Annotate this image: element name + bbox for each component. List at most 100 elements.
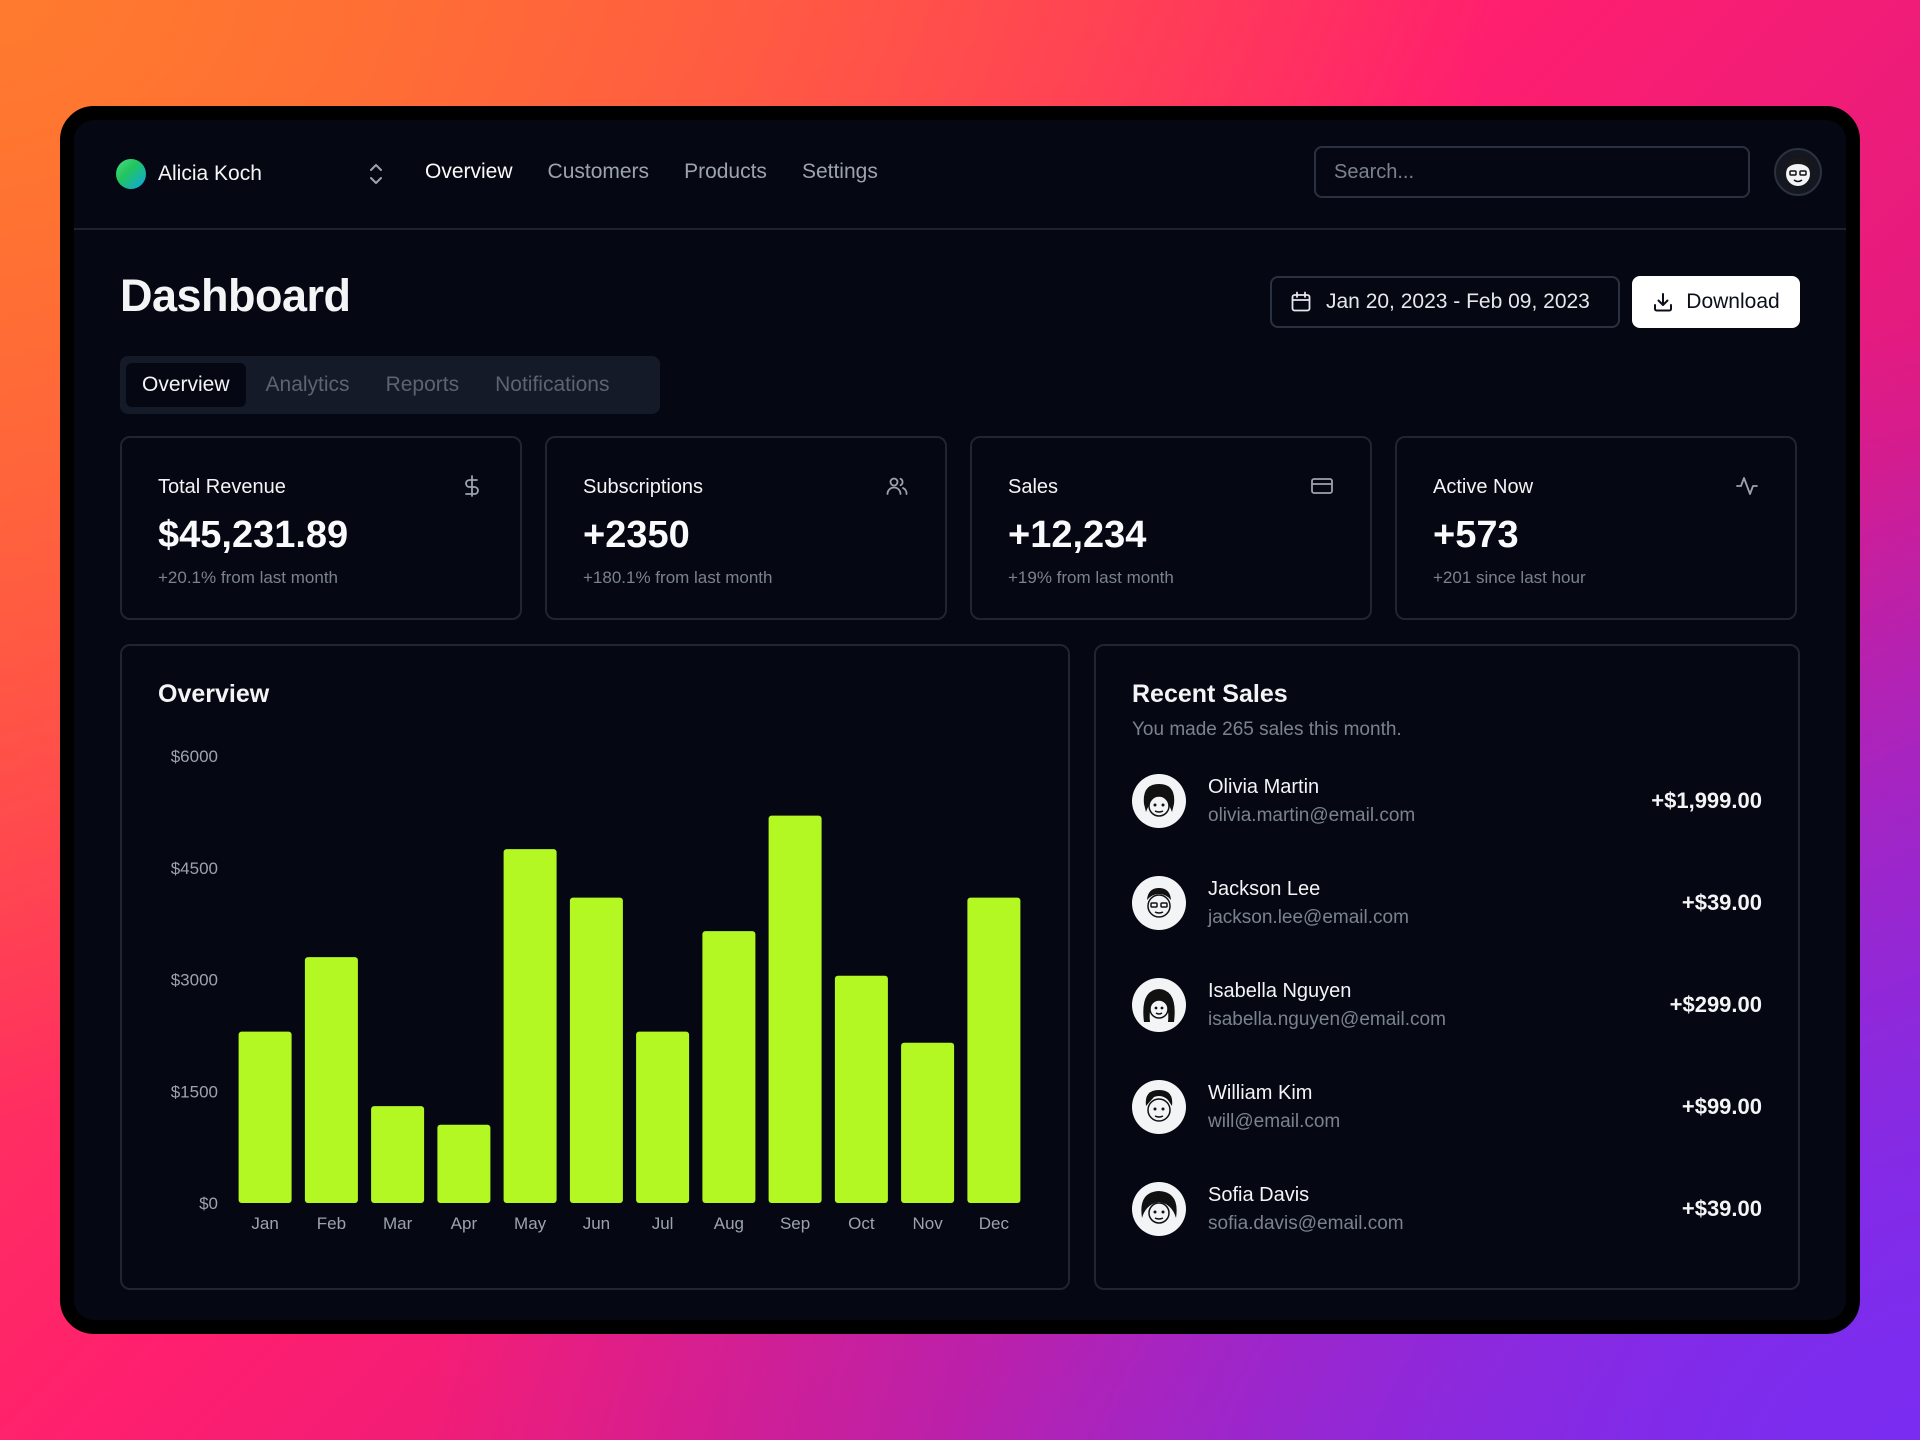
x-tick-label: Aug [714,1214,744,1233]
y-tick-label: $4500 [171,859,218,878]
bar-dec[interactable] [967,897,1021,1203]
user-avatar[interactable] [1774,148,1822,196]
sale-info: Isabella Nguyen isabella.nguyen@email.co… [1208,980,1670,1031]
recent-sales-title: Recent Sales [1132,680,1288,708]
customer-avatar [1132,1182,1186,1236]
customer-email: olivia.martin@email.com [1208,804,1416,826]
stat-value: +573 [1433,514,1519,556]
bar-apr[interactable] [437,1124,491,1203]
customer-name: Jackson Lee [1208,877,1321,900]
avatar-face-icon [1145,1090,1173,1122]
x-tick-label: Jan [251,1214,278,1233]
sale-amount: +$1,999.00 [1651,788,1762,813]
bar-sep[interactable] [768,815,822,1203]
nav-link-customers[interactable]: Customers [547,160,650,183]
stat-change: +20.1% from last month [158,568,339,587]
sale-amount: +$39.00 [1681,1196,1762,1221]
avatar-face-icon [1143,989,1175,1022]
x-tick-label: Mar [383,1214,413,1233]
y-tick-label: $0 [199,1194,218,1213]
user-face-icon [1786,158,1810,186]
customer-email: jackson.lee@email.com [1208,906,1409,928]
overview-panel: Overview $0 $1500 $3000 $4500 $6000 Jan Feb Mar… [120,644,1070,1290]
sale-amount: +$99.00 [1681,1094,1762,1119]
stat-change: +19% from last month [1008,568,1174,587]
date-range-label: Jan 20, 2023 - Feb 09, 2023 [1326,290,1590,313]
bar-oct[interactable] [834,975,888,1203]
avatar-face-icon [1147,888,1171,918]
stat-change: +201 since last hour [1433,568,1586,587]
bar-aug[interactable] [702,931,756,1203]
recent-sales-panel: Recent Sales You made 265 sales this mon… [1094,644,1800,1290]
sale-info: Sofia Davis sofia.davis@email.com [1208,1184,1682,1235]
team-name: Alicia Koch [158,162,262,185]
tab-notifications[interactable]: Notifications [495,373,610,396]
x-tick-label: Oct [848,1214,875,1233]
stat-card-sales: Sales +12,234 +19% from last month [970,436,1372,620]
download-label: Download [1686,290,1780,313]
bar-jul[interactable] [636,1031,690,1203]
avatar-face-icon [1141,1191,1177,1224]
overview-title: Overview [158,680,270,708]
x-tick-label: Jun [583,1214,610,1233]
stat-title: Total Revenue [158,476,286,498]
x-tick-label: Dec [979,1214,1010,1233]
nav-link-settings[interactable]: Settings [801,160,878,183]
bar-jan[interactable] [238,1031,292,1203]
chevrons-up-down-icon [370,164,382,184]
x-tick-label: Apr [451,1214,478,1233]
search-input[interactable] [1314,146,1750,198]
sale-info: Jackson Lee jackson.lee@email.com [1208,878,1682,929]
stat-card-total-revenue: Total Revenue $45,231.89 +20.1% from las… [120,436,522,620]
page-title: Dashboard [120,270,351,321]
overview-bar-chart: $0 $1500 $3000 $4500 $6000 Jan Feb Mar Apr May Jun… [171,747,1021,1233]
activity-icon [1736,477,1758,495]
y-tick-label: $1500 [171,1082,218,1101]
tab-analytics[interactable]: Analytics [265,373,350,396]
bar-nov[interactable] [901,1042,955,1203]
sale-row[interactable]: Jackson Lee jackson.lee@email.com +$39.0… [1132,872,1762,934]
customer-avatar [1132,978,1186,1032]
users-icon [886,477,908,495]
x-tick-label: Nov [912,1214,943,1233]
avatar-face-icon [1143,784,1175,817]
nav-link-products[interactable]: Products [684,160,767,183]
sale-row[interactable]: Olivia Martin olivia.martin@email.com +$… [1132,770,1762,832]
download-button[interactable]: Download [1632,276,1800,328]
nav-link-overview[interactable]: Overview [425,160,513,183]
stat-title: Active Now [1433,476,1534,498]
sale-row[interactable]: Sofia Davis sofia.davis@email.com +$39.0… [1132,1178,1762,1240]
y-tick-label: $3000 [171,971,218,990]
bar-may[interactable] [503,849,557,1203]
stat-title: Sales [1008,476,1059,498]
stat-card-subscriptions: Subscriptions +2350 +180.1% from last mo… [545,436,947,620]
dashboard-window: Alicia Koch Overview Customers Products … [60,106,1860,1334]
customer-name: Sofia Davis [1208,1183,1310,1206]
top-navigation: Alicia Koch Overview Customers Products … [74,120,1846,230]
y-tick-label: $6000 [171,747,218,766]
bar-feb[interactable] [304,957,358,1203]
dashboard-tabs: Overview Analytics Reports Notifications [120,356,660,414]
customer-name: Isabella Nguyen [1208,979,1352,1002]
tab-reports[interactable]: Reports [385,373,460,396]
download-icon [1654,293,1673,312]
customer-email: isabella.nguyen@email.com [1208,1008,1446,1030]
stat-value: $45,231.89 [158,514,349,556]
main-nav: Overview Customers Products Settings [425,160,878,184]
customer-avatar [1132,1080,1186,1134]
team-switcher[interactable]: Alicia Koch [116,152,386,196]
sale-amount: +$39.00 [1681,890,1762,915]
customer-avatar [1132,876,1186,930]
sale-row[interactable]: Isabella Nguyen isabella.nguyen@email.co… [1132,974,1762,1036]
dollar-icon [465,475,479,497]
x-tick-label: Feb [317,1214,346,1233]
stat-change: +180.1% from last month [583,568,773,587]
recent-sales-subtitle: You made 265 sales this month. [1132,719,1402,740]
bar-jun[interactable] [569,897,623,1203]
tab-overview[interactable]: Overview [126,363,246,407]
bar-mar[interactable] [371,1106,425,1203]
sale-row[interactable]: William Kim will@email.com +$99.00 [1132,1076,1762,1138]
date-range-picker[interactable]: Jan 20, 2023 - Feb 09, 2023 [1270,276,1620,328]
x-tick-label: Jul [652,1214,674,1233]
stat-card-active-now: Active Now +573 +201 since last hour [1395,436,1797,620]
